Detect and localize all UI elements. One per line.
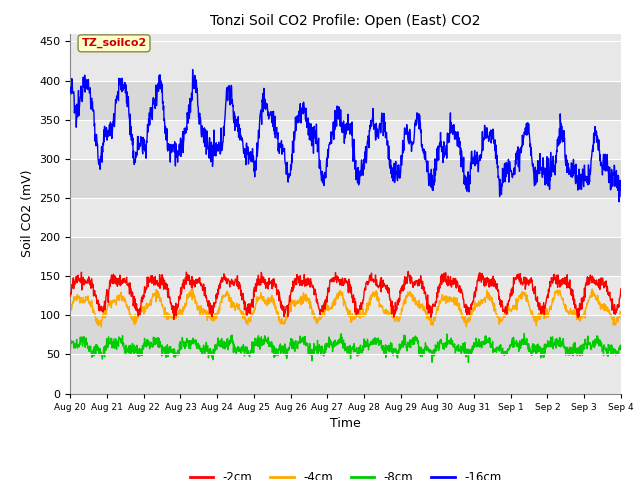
Legend: -2cm, -4cm, -8cm, -16cm: -2cm, -4cm, -8cm, -16cm xyxy=(185,466,506,480)
Title: Tonzi Soil CO2 Profile: Open (East) CO2: Tonzi Soil CO2 Profile: Open (East) CO2 xyxy=(211,14,481,28)
Bar xyxy=(70,41,621,81)
Bar xyxy=(70,354,621,394)
Bar xyxy=(70,315,621,354)
Bar xyxy=(70,159,621,198)
Y-axis label: Soil CO2 (mV): Soil CO2 (mV) xyxy=(21,170,34,257)
Bar xyxy=(70,81,621,120)
Bar xyxy=(70,237,621,276)
Text: TZ_soilco2: TZ_soilco2 xyxy=(81,38,147,48)
Bar xyxy=(70,198,621,237)
Bar xyxy=(70,120,621,159)
Bar xyxy=(70,276,621,315)
X-axis label: Time: Time xyxy=(330,417,361,430)
